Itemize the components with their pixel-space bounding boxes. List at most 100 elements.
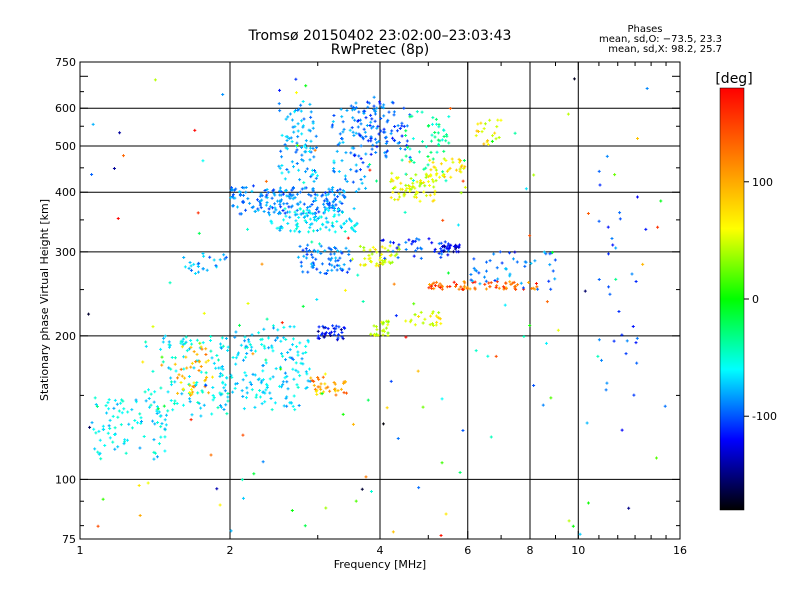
scatter-point (300, 187, 304, 191)
scatter-point (381, 261, 385, 265)
scatter-point (292, 325, 296, 329)
scatter-point (212, 258, 216, 262)
scatter-point (334, 203, 338, 207)
scatter-point (294, 361, 298, 365)
scatter-point (249, 382, 253, 386)
scatter-point (291, 337, 295, 341)
scatter-point (99, 457, 103, 461)
scatter-point (456, 223, 460, 227)
scatter-point (236, 353, 240, 357)
scatter-point (346, 236, 350, 240)
scatter-point (229, 529, 233, 533)
scatter-point (305, 256, 309, 260)
scatter-point (207, 391, 211, 395)
scatter-point (375, 332, 379, 336)
scatter-point (430, 311, 434, 315)
scatter-point (219, 372, 223, 376)
scatter-point (143, 390, 147, 394)
scatter-point (278, 226, 282, 230)
scatter-point (225, 412, 229, 416)
scatter-point (578, 532, 582, 536)
scatter-point (448, 285, 452, 289)
scatter-point (166, 409, 170, 413)
scatter-point (237, 351, 241, 355)
scatter-point (490, 139, 494, 143)
scatter-point (496, 277, 500, 281)
scatter-point (190, 387, 194, 391)
scatter-point (266, 191, 270, 195)
scatter-point (408, 189, 412, 193)
scatter-point (549, 396, 553, 400)
scatter-point (395, 252, 399, 256)
scatter-point (605, 381, 609, 385)
scatter-point (161, 360, 165, 364)
scatter-point (369, 489, 373, 493)
scatter-point (431, 199, 435, 203)
scatter-point (489, 435, 493, 439)
scatter-point (408, 184, 412, 188)
scatter-point (390, 177, 394, 181)
scatter-point (411, 181, 415, 185)
scatter-point (374, 109, 378, 113)
scatter-point (310, 253, 314, 257)
scatter-point (285, 374, 289, 378)
scatter-point (192, 262, 196, 266)
scatter-point (122, 442, 126, 446)
scatter-point (295, 143, 299, 147)
scatter-point (138, 446, 142, 450)
scatter-point (229, 373, 233, 377)
scatter-point (164, 423, 168, 427)
scatter-point (457, 157, 461, 161)
scatter-point (160, 355, 164, 359)
scatter-point (368, 168, 372, 172)
scatter-point (244, 374, 248, 378)
scatter-point (237, 323, 241, 327)
scatter-point (405, 143, 409, 147)
scatter-point (244, 185, 248, 189)
scatter-point (344, 151, 348, 155)
scatter-point (351, 116, 355, 120)
scatter-point (264, 358, 268, 362)
scatter-point (511, 281, 515, 285)
scatter-point (612, 339, 616, 343)
scatter-point (404, 335, 408, 339)
scatter-point (430, 178, 434, 182)
scatter-point (310, 173, 314, 177)
scatter-point (352, 105, 356, 109)
scatter-point (439, 247, 443, 251)
scatter-point (316, 375, 320, 379)
scatter-point (271, 206, 275, 210)
scatter-point (176, 391, 180, 395)
scatter-point (269, 397, 273, 401)
scatter-point (483, 275, 487, 279)
scatter-point (153, 78, 157, 82)
scatter-point (307, 249, 311, 253)
scatter-point (427, 237, 431, 241)
scatter-point (341, 412, 345, 416)
scatter-point (440, 461, 444, 465)
scatter-point (614, 246, 618, 250)
scatter-point (308, 367, 312, 371)
scatter-point (113, 447, 117, 451)
scatter-point (117, 409, 121, 413)
scatter-point (463, 281, 467, 285)
scatter-point (258, 203, 262, 207)
scatter-point (347, 252, 351, 256)
scatter-point (299, 260, 303, 264)
scatter-point (244, 355, 248, 359)
scatter-point (201, 267, 205, 271)
scatter-point (108, 418, 112, 422)
scatter-point (345, 109, 349, 113)
scatter-point (265, 200, 269, 204)
scatter-point (404, 129, 408, 133)
scatter-point (341, 130, 345, 134)
scatter-point (152, 438, 156, 442)
scatter-point (136, 421, 140, 425)
scatter-point (204, 352, 208, 356)
scatter-point (352, 133, 356, 137)
scatter-point (149, 403, 153, 407)
scatter-point (209, 339, 213, 343)
scatter-point (432, 185, 436, 189)
scatter-point (391, 190, 395, 194)
scatter-point (299, 212, 303, 216)
